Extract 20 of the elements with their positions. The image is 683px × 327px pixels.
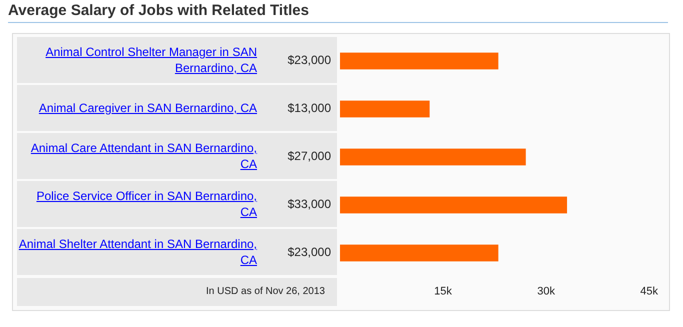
y-tick-label: Animal Care Attendant in SAN Bernardino, CA (30, 140, 257, 172)
bar (340, 52, 498, 70)
x-tick-label: 15k (434, 286, 452, 298)
bar (340, 196, 568, 214)
x-tick-label: 45k (640, 286, 658, 298)
y-tick-label: Animal Caregiver in SAN Bernardino, CA (38, 100, 257, 116)
data-label: $23,000 (286, 245, 331, 259)
data-label: $33,000 (286, 197, 331, 211)
bar (340, 148, 526, 166)
data-label: $13,000 (286, 101, 331, 115)
text: In USD as of Nov 26, 2013 (17, 278, 337, 306)
y-tick-label: Animal Shelter Attendant in SAN Bernardino, CA (18, 236, 257, 268)
data-label: $23,000 (286, 53, 331, 67)
x-tick-label: 30k (537, 286, 556, 298)
bar (340, 100, 430, 118)
bar (340, 244, 498, 262)
text: Average Salary of Jobs with Related Titles (8, 2, 309, 19)
data-label: $27,000 (286, 149, 331, 163)
y-tick-label: Police Service Officer in SAN Bernardino, CA (35, 188, 257, 220)
y-tick-label: Animal Control Shelter Manager in SAN Bernardino, CA (44, 44, 257, 76)
